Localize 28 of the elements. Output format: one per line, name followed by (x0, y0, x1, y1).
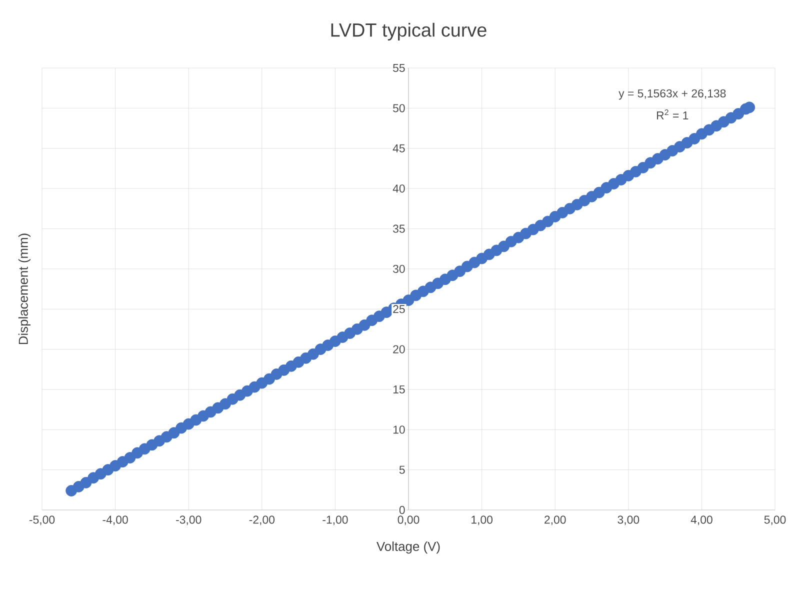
x-tick-label: 2,00 (544, 516, 566, 526)
y-tick-label: 35 (393, 224, 405, 233)
x-tick-label: 5,00 (764, 516, 786, 526)
x-tick-label: 0,00 (398, 516, 420, 526)
y-tick-label: 20 (393, 345, 405, 354)
x-tick-label: -5,00 (29, 516, 55, 526)
x-tick-label: -2,00 (249, 516, 275, 526)
y-tick-label: 10 (393, 426, 405, 434)
x-axis-title: Voltage (V) (376, 542, 440, 554)
x-tick-label: 1,00 (472, 516, 493, 526)
x-tick-label: -3,00 (176, 516, 202, 526)
annotation: R$^{2}$ = 1 (657, 109, 688, 120)
x-tick-label: 3,00 (618, 516, 640, 526)
y-tick-label: 45 (392, 144, 405, 152)
y-axis-title: Displacement (mm) (18, 234, 30, 344)
y-tick-label: 15 (393, 385, 405, 394)
annotation: y = 5,1563x + 26,138 (618, 89, 726, 100)
x-tick-label: -4,00 (102, 516, 128, 526)
y-tick-label: 55 (393, 64, 405, 72)
x-tick-label: -1,00 (322, 516, 348, 526)
x-tick-label: 4,00 (690, 516, 712, 526)
y-tick-label: 0 (399, 506, 405, 514)
chart-title: LVDT typical curve (331, 22, 486, 40)
y-tick-label: 40 (392, 184, 405, 193)
y-tick-label: 50 (393, 104, 405, 112)
y-tick-label: 25 (393, 305, 405, 314)
y-tick-label: 5 (399, 466, 405, 474)
y-tick-label: 30 (393, 264, 405, 273)
